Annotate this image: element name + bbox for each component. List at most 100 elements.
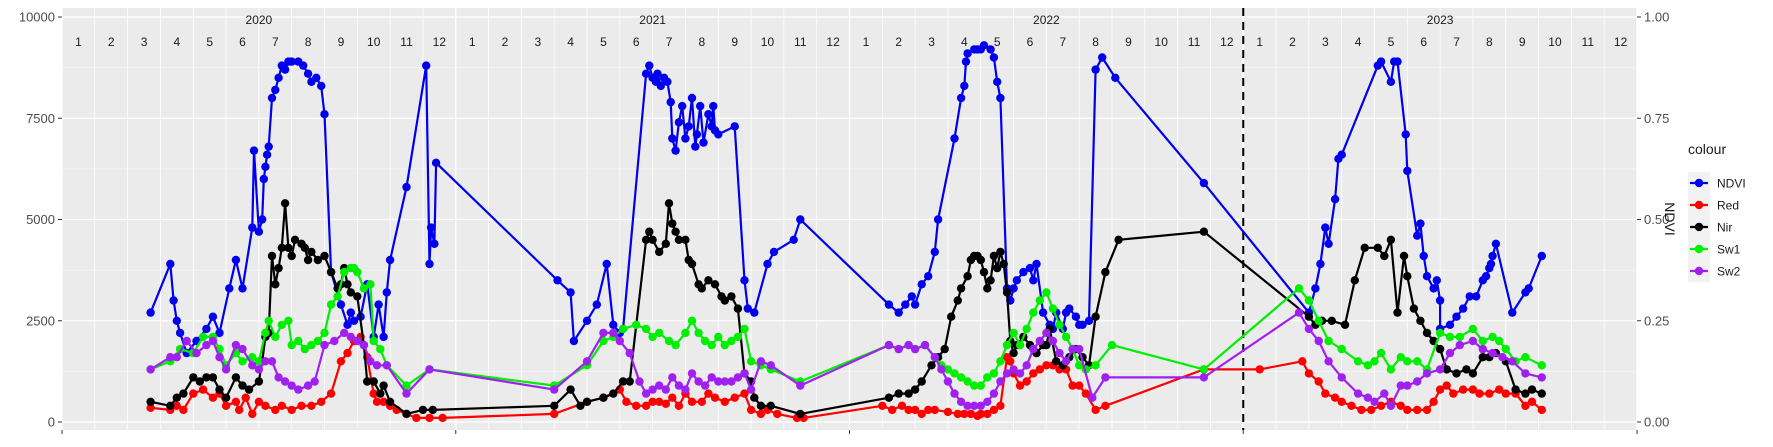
data-point-sw2 <box>261 357 270 366</box>
data-point-ndvi <box>691 142 700 151</box>
data-point-ndvi <box>261 162 270 171</box>
data-point-ndvi <box>146 308 155 317</box>
data-point-nir <box>172 393 181 402</box>
data-point-nir <box>697 284 706 293</box>
data-point-nir <box>1511 385 1520 394</box>
data-point-nir <box>215 385 224 394</box>
data-point-red <box>208 393 218 402</box>
data-point-sw2 <box>1508 357 1517 366</box>
data-point-ndvi <box>668 134 677 143</box>
data-point-red <box>297 401 306 410</box>
data-point-red <box>746 405 756 415</box>
data-point-nir <box>166 401 175 410</box>
data-point-sw2 <box>1055 348 1064 358</box>
data-point-ndvi <box>681 134 690 143</box>
data-point-ndvi <box>1316 259 1325 269</box>
right-axis-title: NDVI <box>1662 202 1678 235</box>
data-point-nir <box>983 284 992 293</box>
data-point-ndvi <box>1486 259 1496 269</box>
data-point-nir <box>720 296 729 305</box>
data-point-nir <box>947 312 956 321</box>
data-point-red <box>924 405 933 415</box>
data-point-sw2 <box>1521 369 1530 378</box>
data-point-red <box>1435 385 1445 394</box>
data-point-red <box>773 409 782 419</box>
data-point-nir <box>274 263 283 273</box>
data-point-sw1 <box>707 340 716 350</box>
data-point-sw1 <box>198 332 208 342</box>
data-point-red <box>336 357 346 366</box>
data-point-nir <box>284 243 293 252</box>
data-point-sw1 <box>1035 296 1045 305</box>
data-point-nir <box>674 235 684 244</box>
data-point-nir <box>287 251 296 261</box>
data-point-sw1 <box>599 336 608 346</box>
data-point-nir <box>385 397 395 406</box>
data-point-sw1 <box>963 377 972 386</box>
data-point-sw2 <box>1009 365 1018 374</box>
data-point-nir <box>904 389 913 398</box>
data-point-sw1 <box>284 316 293 325</box>
data-point-sw2 <box>1029 344 1038 354</box>
data-point-red <box>231 397 241 406</box>
data-point-ndvi <box>907 292 916 301</box>
right-tick-label: 1.00 <box>1644 10 1669 25</box>
data-point-red <box>425 413 434 423</box>
data-point-sw2 <box>402 389 411 398</box>
data-point-sw1 <box>648 332 657 342</box>
data-point-nir <box>727 292 736 301</box>
data-point-red <box>1495 385 1504 394</box>
data-point-nir <box>1442 365 1451 374</box>
data-point-red <box>1255 365 1264 374</box>
data-point-ndvi <box>582 316 592 325</box>
data-point-ndvi <box>346 308 355 317</box>
data-point-sw2 <box>615 336 624 346</box>
data-point-sw1 <box>996 357 1005 366</box>
legend-item-red: Red <box>1688 194 1739 216</box>
left-tick-label: 7500 <box>26 111 55 126</box>
data-point-sw2 <box>166 353 175 362</box>
data-point-red <box>369 389 378 398</box>
data-point-ndvi <box>956 93 966 103</box>
data-point-red <box>917 409 926 419</box>
data-point-sw2 <box>766 361 775 370</box>
data-point-nir <box>750 393 759 402</box>
month-label: 12 <box>1614 35 1628 49</box>
data-point-red <box>189 389 198 398</box>
data-point-sw2 <box>884 340 894 350</box>
legend-item-ndvi: NDVI <box>1688 172 1746 194</box>
data-point-sw1 <box>1468 324 1478 334</box>
data-point-ndvi <box>274 73 283 83</box>
data-point-sw2 <box>1537 373 1547 382</box>
data-point-nir <box>1350 276 1360 285</box>
data-point-nir <box>277 243 286 252</box>
data-point-nir <box>300 243 309 252</box>
legend-key-point <box>1694 266 1704 276</box>
data-point-ndvi <box>262 150 272 159</box>
data-point-red <box>1449 389 1458 398</box>
month-label: 1 <box>1256 35 1263 49</box>
data-point-red <box>261 401 270 410</box>
data-point-ndvi <box>422 61 431 70</box>
x-axis <box>61 430 1638 434</box>
data-point-sw2 <box>310 377 319 386</box>
data-point-nir <box>1409 304 1419 313</box>
data-point-sw2 <box>1101 373 1110 382</box>
right-axis: 0.00 0.25 0.50 0.75 1.00 <box>1637 10 1669 430</box>
data-point-ndvi <box>320 110 329 119</box>
data-point-ndvi <box>1435 296 1445 305</box>
month-label: 4 <box>567 35 574 49</box>
data-point-red <box>1314 377 1323 386</box>
data-point-nir <box>146 397 155 406</box>
data-point-nir <box>1386 235 1396 244</box>
month-label: 8 <box>305 35 312 49</box>
year-label: 2021 <box>639 13 666 27</box>
data-point-ndvi <box>299 61 308 70</box>
data-point-ndvi <box>1472 292 1481 301</box>
data-point-ndvi <box>1032 259 1041 269</box>
data-point-sw2 <box>1435 365 1445 374</box>
data-point-red <box>438 413 447 423</box>
data-point-sw1 <box>740 324 749 334</box>
data-point-red <box>271 405 280 415</box>
data-point-red <box>1081 389 1091 398</box>
